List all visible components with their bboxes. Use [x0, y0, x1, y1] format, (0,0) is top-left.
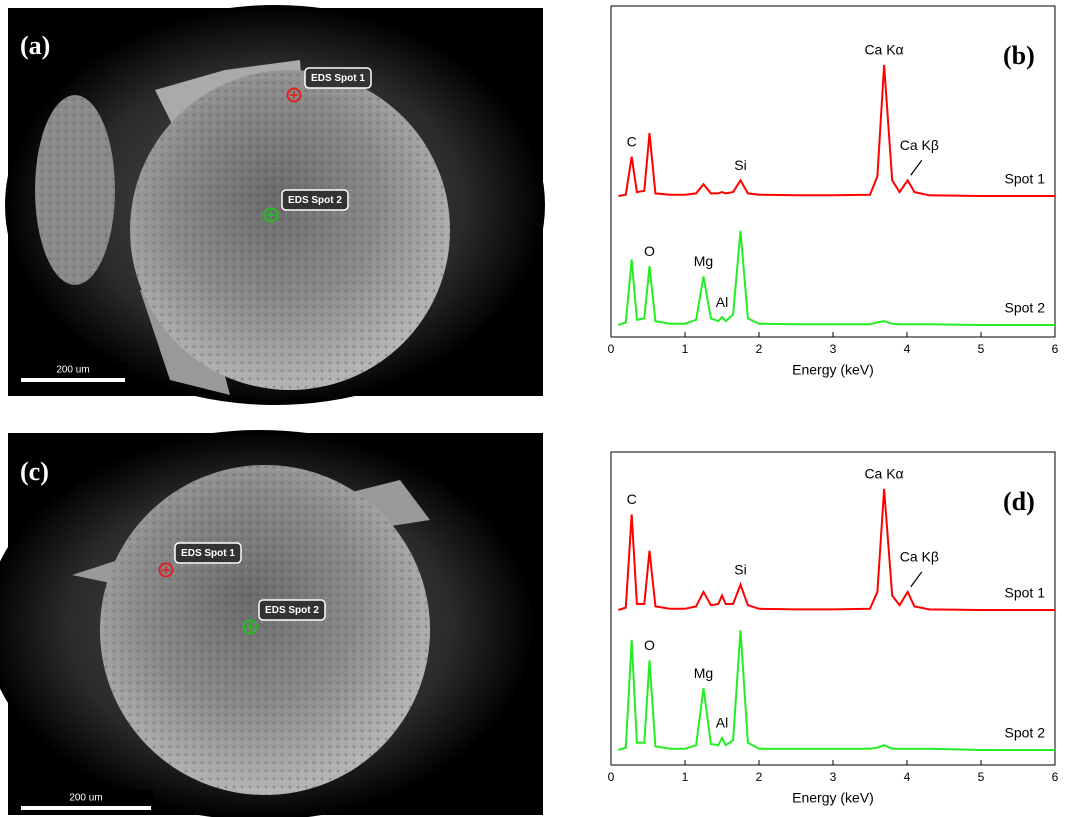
scale-bar: [21, 378, 125, 382]
x-tick-label: 2: [756, 342, 763, 356]
annotation: Al: [716, 294, 728, 310]
x-tick-label: 0: [608, 770, 615, 784]
annotation: Si: [734, 561, 746, 577]
x-tick-label: 3: [830, 342, 837, 356]
x-tick-label: 6: [1052, 770, 1059, 784]
annotation: Ca Kα: [864, 466, 903, 482]
spot-tag: EDS Spot 1: [181, 548, 235, 559]
annotation: Mg: [694, 665, 713, 681]
scale-bar-label: 200 um: [56, 365, 89, 376]
annotation: O: [644, 243, 655, 259]
annotation: Ca Kα: [864, 42, 903, 58]
series-label: Spot 1: [1005, 171, 1046, 187]
sem-image-c: [0, 430, 543, 817]
scale-bar: [21, 806, 151, 810]
spectrum-line: [618, 630, 1055, 750]
annotation: O: [644, 637, 655, 653]
annotation-arrow: [911, 160, 922, 175]
spectrum-line: [618, 65, 1055, 196]
panel-label: (a): [20, 31, 50, 60]
x-tick-label: 1: [682, 342, 689, 356]
annotation: Ca Kβ: [900, 137, 939, 153]
sem-image-a: [5, 5, 545, 405]
annotation-arrow: [911, 572, 922, 587]
annotation: Si: [734, 157, 746, 173]
spectrum-line: [618, 489, 1055, 610]
panel-label: (d): [1003, 487, 1035, 516]
annotation: Al: [716, 715, 728, 731]
plot-frame: [611, 6, 1055, 337]
annotation: C: [627, 491, 637, 507]
x-tick-label: 6: [1052, 342, 1059, 356]
x-tick-label: 4: [904, 342, 911, 356]
annotation: Ca Kβ: [900, 549, 939, 565]
spot-tag: EDS Spot 1: [311, 73, 365, 84]
annotation: Mg: [694, 253, 713, 269]
series-label: Spot 2: [1005, 725, 1046, 741]
x-tick-label: 1: [682, 770, 689, 784]
spot-tag: EDS Spot 2: [288, 195, 342, 206]
series-label: Spot 1: [1005, 585, 1046, 601]
series-label: Spot 2: [1005, 300, 1046, 316]
x-tick-label: 5: [978, 770, 985, 784]
panel-label: (c): [20, 457, 49, 486]
x-tick-label: 2: [756, 770, 763, 784]
panel-label: (b): [1003, 41, 1035, 70]
x-tick-label: 5: [978, 342, 985, 356]
x-axis-label: Energy (keV): [792, 362, 874, 378]
x-tick-label: 4: [904, 770, 911, 784]
spectrum-line: [618, 231, 1055, 325]
spot-tag: EDS Spot 2: [265, 605, 319, 616]
figure: (a) EDS Spot 1 EDS Spot 2 200 um (c) EDS Spot…: [0, 0, 1068, 817]
x-tick-label: 3: [830, 770, 837, 784]
x-tick-label: 0: [608, 342, 615, 356]
annotation: C: [627, 133, 637, 149]
scale-bar-label: 200 um: [69, 793, 102, 804]
x-axis-label: Energy (keV): [792, 790, 874, 806]
